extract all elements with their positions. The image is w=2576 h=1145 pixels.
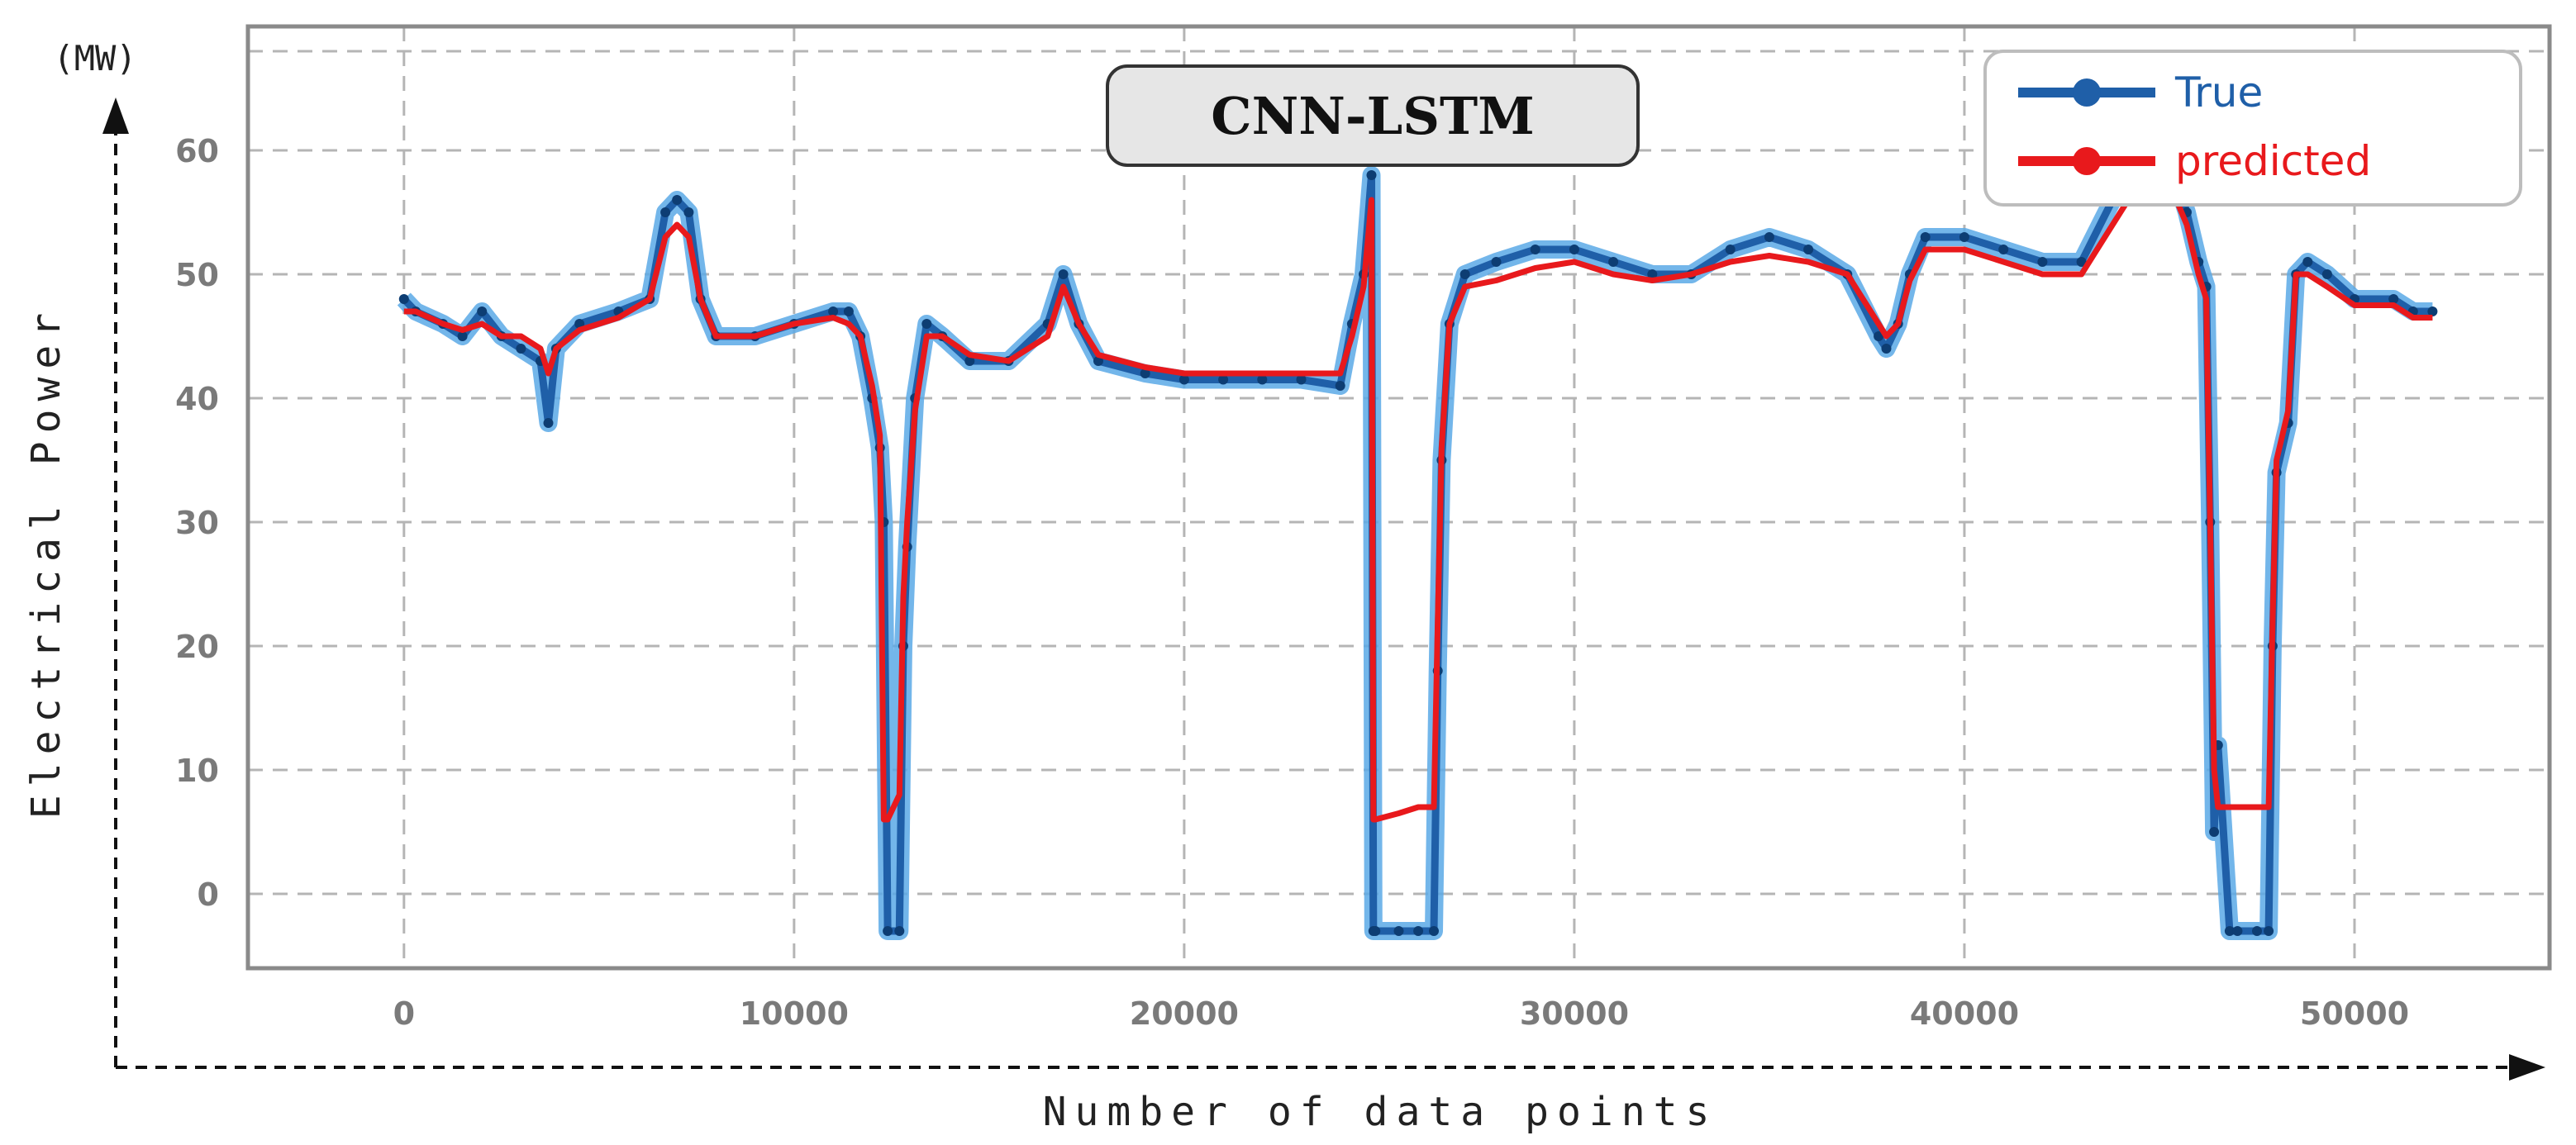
true-point bbox=[1608, 257, 1619, 267]
true-point bbox=[1413, 926, 1424, 936]
true-point bbox=[1920, 232, 1931, 242]
true-point bbox=[2224, 926, 2235, 936]
true-point bbox=[2264, 926, 2274, 936]
legend-true-label: True bbox=[2174, 69, 2263, 116]
true-point bbox=[2427, 306, 2438, 316]
x-tick-label: 10000 bbox=[740, 995, 849, 1032]
y-tick-label: 40 bbox=[175, 381, 219, 417]
true-point bbox=[1569, 245, 1579, 254]
true-point bbox=[1093, 356, 1103, 366]
true-point bbox=[543, 418, 554, 428]
y-tick-label: 50 bbox=[175, 257, 219, 293]
y-tick-label: 0 bbox=[198, 877, 219, 913]
true-point bbox=[1647, 269, 1658, 279]
true-point bbox=[1459, 269, 1470, 279]
true-point bbox=[883, 926, 893, 936]
true-point bbox=[828, 306, 839, 316]
true-point bbox=[1335, 381, 1345, 391]
plot-frame bbox=[245, 24, 2552, 971]
true-point bbox=[2232, 926, 2243, 936]
y-tick-label: 10 bbox=[175, 753, 219, 789]
y-unit-label: (MW) bbox=[53, 38, 136, 78]
x-tick-label: 20000 bbox=[1130, 995, 1239, 1032]
y-tick-label: 30 bbox=[175, 505, 219, 541]
true-point bbox=[1764, 232, 1774, 242]
y-tick-label: 60 bbox=[175, 133, 219, 169]
series-predicted-line bbox=[403, 184, 2433, 823]
y-axis-arrowhead bbox=[102, 97, 129, 134]
true-point bbox=[1296, 374, 1307, 385]
true-point bbox=[398, 294, 409, 304]
true-point bbox=[683, 207, 694, 217]
true-point bbox=[2037, 257, 2048, 267]
series-layer bbox=[397, 141, 2438, 940]
x-tick-label: 30000 bbox=[1520, 995, 1629, 1032]
grid-layer bbox=[248, 26, 2550, 968]
true-point bbox=[477, 306, 488, 316]
true-point bbox=[1874, 331, 1884, 341]
true-point bbox=[2076, 257, 2087, 267]
true-point bbox=[2321, 269, 2332, 279]
tick-layer: 0 10000 20000 30000 40000 50000 0 10 20 30 40 50 60 bbox=[175, 133, 2409, 1032]
true-point bbox=[1998, 245, 2009, 254]
true-point bbox=[1725, 245, 1736, 254]
true-point bbox=[1178, 374, 1189, 385]
true-point bbox=[660, 207, 671, 217]
series-true-line bbox=[401, 146, 2433, 935]
true-point bbox=[1140, 368, 1150, 378]
true-point bbox=[2388, 294, 2399, 304]
series-true-halo bbox=[397, 141, 2433, 940]
true-point bbox=[1058, 269, 1069, 279]
true-point bbox=[1218, 374, 1229, 385]
true-point bbox=[921, 319, 932, 329]
true-point bbox=[1959, 232, 1969, 242]
true-point bbox=[894, 926, 905, 936]
x-axis-arrowhead bbox=[2509, 1054, 2545, 1081]
y-axis-label: Electrical Power bbox=[23, 305, 69, 819]
true-point bbox=[1257, 374, 1268, 385]
legend-true-marker bbox=[2073, 78, 2101, 107]
title-box bbox=[1106, 64, 1640, 167]
x-tick-label: 0 bbox=[393, 995, 415, 1032]
x-axis-label: Number of data points bbox=[1043, 1089, 1718, 1135]
y-tick-label: 20 bbox=[175, 629, 219, 665]
true-point bbox=[1881, 344, 1892, 354]
true-point bbox=[843, 306, 854, 316]
true-point bbox=[1803, 245, 1814, 254]
true-point bbox=[457, 331, 468, 341]
true-point bbox=[1429, 926, 1439, 936]
legend-predicted-marker bbox=[2073, 147, 2101, 175]
chart-title: CNN-LSTM bbox=[1211, 86, 1535, 146]
true-point bbox=[1393, 926, 1404, 936]
true-point bbox=[1366, 170, 1377, 180]
legend-predicted-label: predicted bbox=[2175, 137, 2371, 185]
true-point bbox=[1370, 926, 1381, 936]
true-point bbox=[516, 344, 526, 354]
true-point bbox=[2302, 257, 2313, 267]
true-point bbox=[2209, 827, 2220, 837]
true-point bbox=[2252, 926, 2262, 936]
true-point bbox=[1530, 245, 1540, 254]
true-point bbox=[964, 356, 975, 366]
x-tick-label: 40000 bbox=[1910, 995, 2019, 1032]
x-tick-label: 50000 bbox=[2300, 995, 2409, 1032]
true-point bbox=[672, 195, 683, 205]
true-point bbox=[1491, 257, 1502, 267]
